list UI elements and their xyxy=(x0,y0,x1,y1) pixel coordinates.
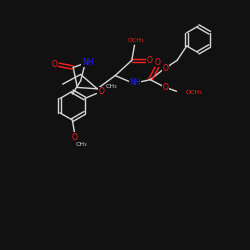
Text: CH₃: CH₃ xyxy=(105,84,117,89)
Text: NH: NH xyxy=(82,58,93,66)
Text: NH: NH xyxy=(129,78,141,87)
Text: CH₃: CH₃ xyxy=(76,142,87,147)
Text: O: O xyxy=(155,58,161,66)
Text: O: O xyxy=(147,56,153,65)
Text: O: O xyxy=(98,87,104,96)
Text: OCH₃: OCH₃ xyxy=(186,90,202,95)
Text: O: O xyxy=(162,83,168,92)
Text: O: O xyxy=(162,64,168,72)
Text: OCH₃: OCH₃ xyxy=(128,38,144,43)
Text: O: O xyxy=(52,60,58,69)
Text: O: O xyxy=(72,133,78,142)
